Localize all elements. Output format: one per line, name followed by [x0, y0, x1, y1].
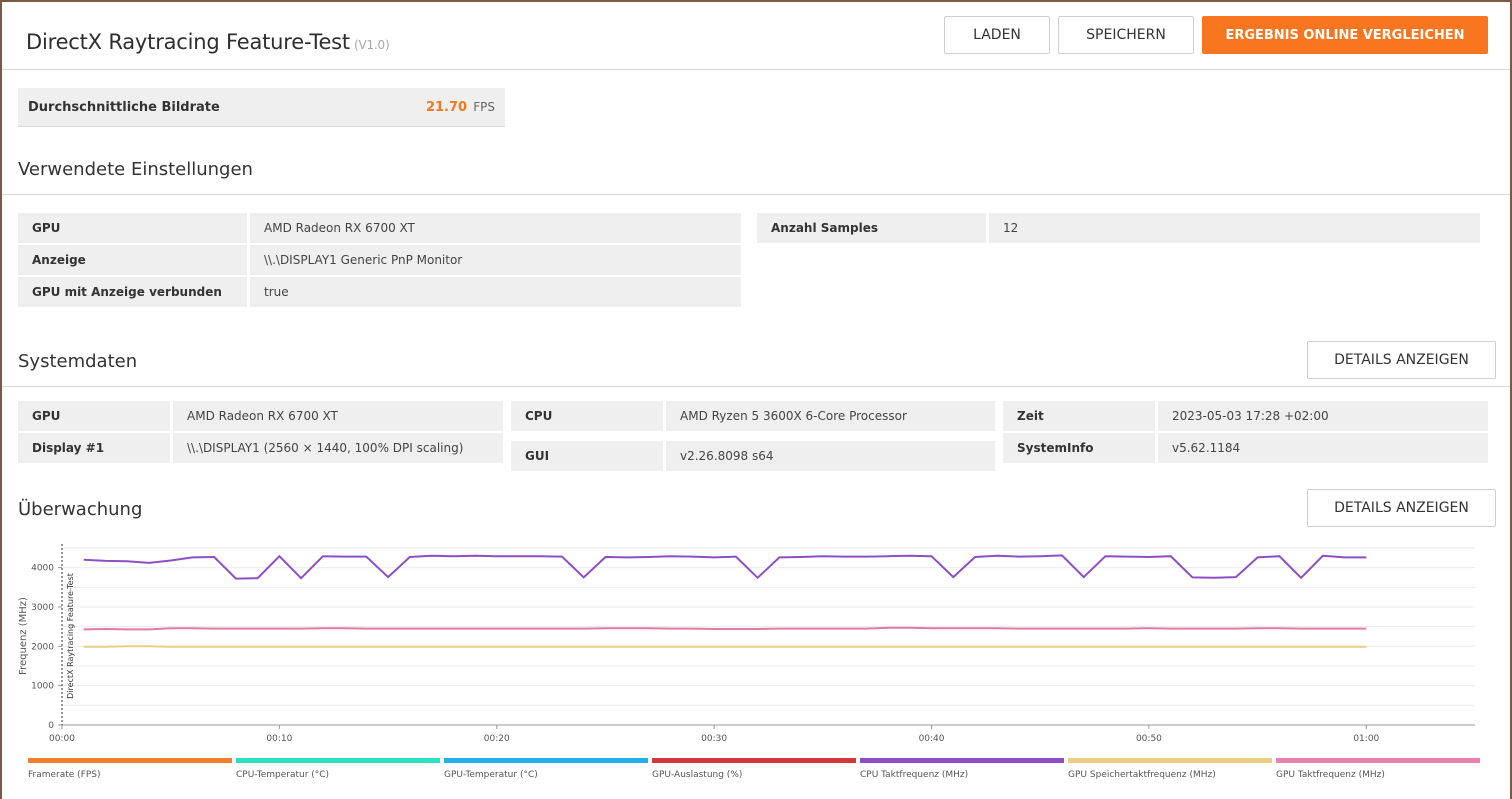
- legend-item[interactable]: CPU Taktfrequenz (MHz): [860, 758, 1064, 788]
- settings-value: AMD Radeon RX 6700 XT: [250, 213, 741, 243]
- average-framerate: Durchschnittliche Bildrate 21.70 FPS: [18, 88, 505, 127]
- y-tick-label: 4000: [31, 564, 54, 574]
- average-unit: FPS: [473, 100, 495, 114]
- save-button[interactable]: SPEICHERN: [1058, 16, 1194, 54]
- settings-key: Anzeige: [18, 245, 247, 275]
- systemdata-details-button[interactable]: DETAILS ANZEIGEN: [1307, 341, 1496, 379]
- system-key: CPU: [511, 401, 663, 431]
- legend-swatch: [236, 758, 440, 763]
- monitoring-title: Überwachung: [18, 499, 143, 520]
- system-value: v2.26.8098 s64: [666, 441, 995, 471]
- settings-row: GPU mit Anzeige verbunden true: [18, 277, 741, 307]
- legend-swatch: [28, 758, 232, 763]
- legend-swatch: [860, 758, 1064, 763]
- settings-row: Anzeige \\.\DISPLAY1 Generic PnP Monitor: [18, 245, 741, 275]
- legend-label: GPU-Temperatur (°C): [444, 770, 538, 780]
- compare-online-button[interactable]: ERGEBNIS ONLINE VERGLEICHEN: [1202, 16, 1488, 54]
- system-row: Zeit 2023-05-03 17:28 +02:00: [1003, 401, 1488, 431]
- legend-item[interactable]: GPU Taktfrequenz (MHz): [1276, 758, 1480, 788]
- system-row: GPU AMD Radeon RX 6700 XT: [18, 401, 503, 431]
- settings-key: Anzahl Samples: [757, 213, 986, 243]
- settings-row: GPU AMD Radeon RX 6700 XT: [18, 213, 741, 243]
- x-tick-label: 00:20: [484, 734, 510, 744]
- version-label: (V1.0): [353, 38, 390, 52]
- legend-label: CPU-Temperatur (°C): [236, 770, 330, 780]
- system-value: v5.62.1184: [1158, 433, 1488, 463]
- series-line: [83, 554, 1367, 580]
- monitoring-details-button[interactable]: DETAILS ANZEIGEN: [1307, 489, 1496, 527]
- system-key: Zeit: [1003, 401, 1155, 431]
- settings-value: true: [250, 277, 741, 307]
- legend-swatch: [1068, 758, 1272, 763]
- legend-swatch: [652, 758, 856, 763]
- settings-value: \\.\DISPLAY1 Generic PnP Monitor: [250, 245, 741, 275]
- system-value: AMD Radeon RX 6700 XT: [173, 401, 503, 431]
- legend-swatch: [1276, 758, 1480, 763]
- legend-label: GPU Taktfrequenz (MHz): [1276, 770, 1385, 780]
- average-value: 21.70 FPS: [426, 100, 495, 115]
- settings-value: 12: [989, 213, 1480, 243]
- y-axis-label: Frequenz (MHz): [18, 597, 29, 675]
- load-button[interactable]: LADEN: [944, 16, 1050, 54]
- divider: [2, 386, 1510, 387]
- x-tick-label: 00:30: [701, 734, 727, 744]
- divider: [2, 194, 1510, 195]
- test-marker-label: DirectX Raytracing Feature-Test: [66, 573, 75, 699]
- system-row: GUI v2.26.8098 s64: [511, 441, 995, 471]
- legend-label: CPU Taktfrequenz (MHz): [860, 770, 969, 780]
- settings-title: Verwendete Einstellungen: [18, 159, 253, 180]
- system-row: SystemInfo v5.62.1184: [1003, 433, 1488, 463]
- x-tick-label: 00:50: [1136, 734, 1162, 744]
- legend-item[interactable]: Framerate (FPS): [28, 758, 232, 788]
- average-label: Durchschnittliche Bildrate: [28, 100, 220, 115]
- legend-item[interactable]: GPU-Temperatur (°C): [444, 758, 648, 788]
- legend-label: Framerate (FPS): [28, 770, 101, 780]
- monitoring-chart: 0 1000 2000 3000 4000 00:00 00:10 00:20 00:30 00:…: [18, 544, 1475, 744]
- system-value: AMD Ryzen 5 3600X 6-Core Processor: [666, 401, 995, 431]
- legend-item[interactable]: CPU-Temperatur (°C): [236, 758, 440, 788]
- system-key: GUI: [511, 441, 663, 471]
- y-tick-label: 2000: [31, 642, 54, 652]
- settings-key: GPU mit Anzeige verbunden: [18, 277, 247, 307]
- settings-row: Anzahl Samples 12: [757, 213, 1480, 243]
- x-tick-label: 00:40: [919, 734, 945, 744]
- settings-key: GPU: [18, 213, 247, 243]
- legend-item[interactable]: GPU-Auslastung (%): [652, 758, 856, 788]
- average-number: 21.70: [425, 100, 468, 115]
- system-key: Display #1: [18, 433, 170, 463]
- y-tick-label: 3000: [31, 603, 54, 613]
- series-line: [83, 626, 1367, 631]
- legend-label: GPU-Auslastung (%): [652, 770, 743, 780]
- legend-item[interactable]: GPU Speichertaktfrequenz (MHz): [1068, 758, 1272, 788]
- legend-label: GPU Speichertaktfrequenz (MHz): [1068, 770, 1216, 780]
- system-value: \\.\DISPLAY1 (2560 × 1440, 100% DPI scal…: [173, 433, 503, 463]
- title-text: DirectX Raytracing Feature-Test: [26, 30, 350, 54]
- system-value: 2023-05-03 17:28 +02:00: [1158, 401, 1488, 431]
- y-tick-label: 0: [48, 721, 54, 731]
- legend-swatch: [444, 758, 648, 763]
- system-row: CPU AMD Ryzen 5 3600X 6-Core Processor: [511, 401, 995, 431]
- page-title: DirectX Raytracing Feature-Test (V1.0): [26, 30, 390, 54]
- header: DirectX Raytracing Feature-Test (V1.0) LA…: [2, 2, 1510, 70]
- y-tick-label: 1000: [31, 682, 54, 692]
- x-tick-label: 00:00: [49, 734, 75, 744]
- system-key: SystemInfo: [1003, 433, 1155, 463]
- system-row: Display #1 \\.\DISPLAY1 (2560 × 1440, 10…: [18, 433, 503, 463]
- system-key: GPU: [18, 401, 170, 431]
- systemdata-title: Systemdaten: [18, 351, 138, 372]
- x-tick-label: 00:10: [266, 734, 292, 744]
- x-tick-label: 01:00: [1353, 734, 1379, 744]
